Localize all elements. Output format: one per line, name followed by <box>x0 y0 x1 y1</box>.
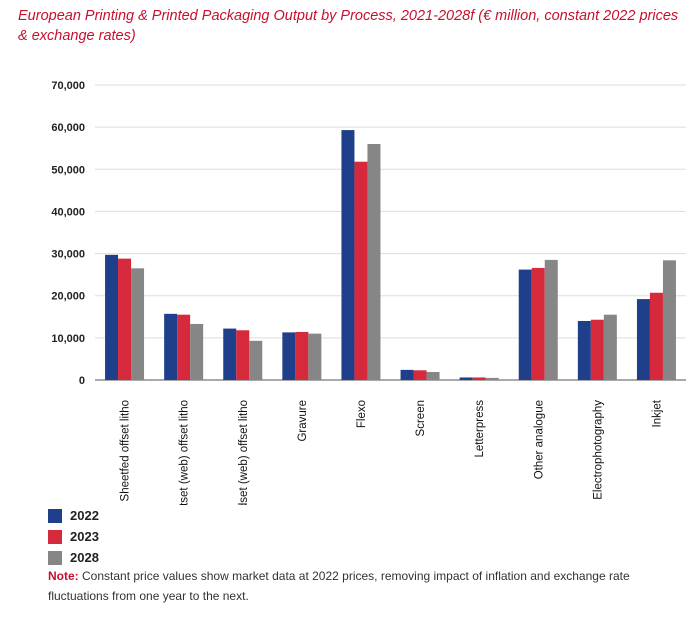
bar-2022-inkjet <box>636 299 650 380</box>
y-tick-label: 20,000 <box>51 291 85 303</box>
x-tick-label: Letterpress <box>474 400 486 458</box>
bar-2028-screen <box>426 371 440 380</box>
bar-2022-screen <box>400 369 414 380</box>
bar-2028-inkjet <box>662 260 676 380</box>
bar-2023-gravure <box>295 331 309 380</box>
legend: 2022 2023 2028 <box>48 505 99 568</box>
bar-2022-sheetfed-offset-litho <box>105 254 119 380</box>
bar-2023-other-analogue <box>531 267 545 380</box>
legend-item-2023: 2023 <box>48 526 99 547</box>
legend-label-2023: 2023 <box>70 529 99 544</box>
bar-2022-heatset-web-offset-litho <box>164 313 178 380</box>
footnote: Note: Constant price values show market … <box>48 566 688 606</box>
legend-swatch-2023 <box>48 529 62 544</box>
bar-2023-heatset-web-offset-litho <box>177 314 191 380</box>
legend-swatch-2022 <box>48 508 62 523</box>
bar-2028-sheetfed-offset-litho <box>131 268 145 380</box>
bar-2022-other-analogue <box>518 269 532 380</box>
x-tick-label: Electrophotography <box>592 400 604 500</box>
bars <box>105 130 676 380</box>
bar-2028-electrophotography <box>603 314 617 380</box>
x-axis-labels: Sheetfed offset litho Heatset (web) offse… <box>120 399 664 505</box>
bar-2023-sheetfed-offset-litho <box>118 258 132 380</box>
bar-2023-coldset-web-offset-litho <box>236 330 250 380</box>
bar-2022-flexo <box>341 130 355 380</box>
y-tick-label: 0 <box>79 375 85 387</box>
bar-2028-other-analogue <box>544 259 558 380</box>
bar-2023-inkjet <box>649 292 663 380</box>
footnote-label: Note: <box>48 569 79 583</box>
x-tick-label: Heatset (web) offset litho <box>179 400 191 505</box>
legend-item-2022: 2022 <box>48 505 99 526</box>
x-tick-label: Gravure <box>297 400 309 442</box>
footnote-text: Constant price values show market data a… <box>48 569 630 603</box>
y-tick-label: 50,000 <box>51 164 85 176</box>
x-tick-label: Screen <box>415 400 427 436</box>
y-tick-label: 40,000 <box>51 206 85 218</box>
y-tick-label: 70,000 <box>51 80 85 92</box>
bar-2028-flexo <box>367 144 381 380</box>
x-tick-label: Coldset (web) offset litho <box>238 400 250 505</box>
legend-label-2028: 2028 <box>70 550 99 565</box>
x-tick-label: Inkjet <box>651 399 663 427</box>
legend-label-2022: 2022 <box>70 508 99 523</box>
legend-swatch-2028 <box>48 550 62 565</box>
bar-2023-electrophotography <box>590 319 604 380</box>
bar-2028-letterpress <box>485 377 499 380</box>
bar-2022-letterpress <box>459 377 473 380</box>
bar-chart: 0 10,000 20,000 30,000 40,000 50,000 60,000 70,… <box>51 80 686 505</box>
legend-item-2028: 2028 <box>48 547 99 568</box>
bar-2023-letterpress <box>472 377 486 380</box>
bar-2022-coldset-web-offset-litho <box>223 328 237 380</box>
x-tick-label: Sheetfed offset litho <box>120 400 132 501</box>
bar-2022-gravure <box>282 332 296 380</box>
y-axis-ticks: 0 10,000 20,000 30,000 40,000 50,000 60,000 70,… <box>51 80 85 387</box>
bar-2023-flexo <box>354 161 368 380</box>
bar-2028-heatset-web-offset-litho <box>190 323 204 380</box>
y-tick-label: 10,000 <box>51 333 85 345</box>
y-tick-label: 60,000 <box>51 122 85 134</box>
chart-title: European Printing & Printed Packaging Ou… <box>18 8 679 44</box>
bar-2022-electrophotography <box>577 321 591 380</box>
bar-2023-screen <box>413 370 427 380</box>
x-tick-label: Flexo <box>356 400 368 428</box>
bar-2028-gravure <box>308 333 322 380</box>
x-tick-label: Other analogue <box>533 400 545 479</box>
bar-2028-coldset-web-offset-litho <box>249 340 263 380</box>
y-tick-label: 30,000 <box>51 249 85 261</box>
